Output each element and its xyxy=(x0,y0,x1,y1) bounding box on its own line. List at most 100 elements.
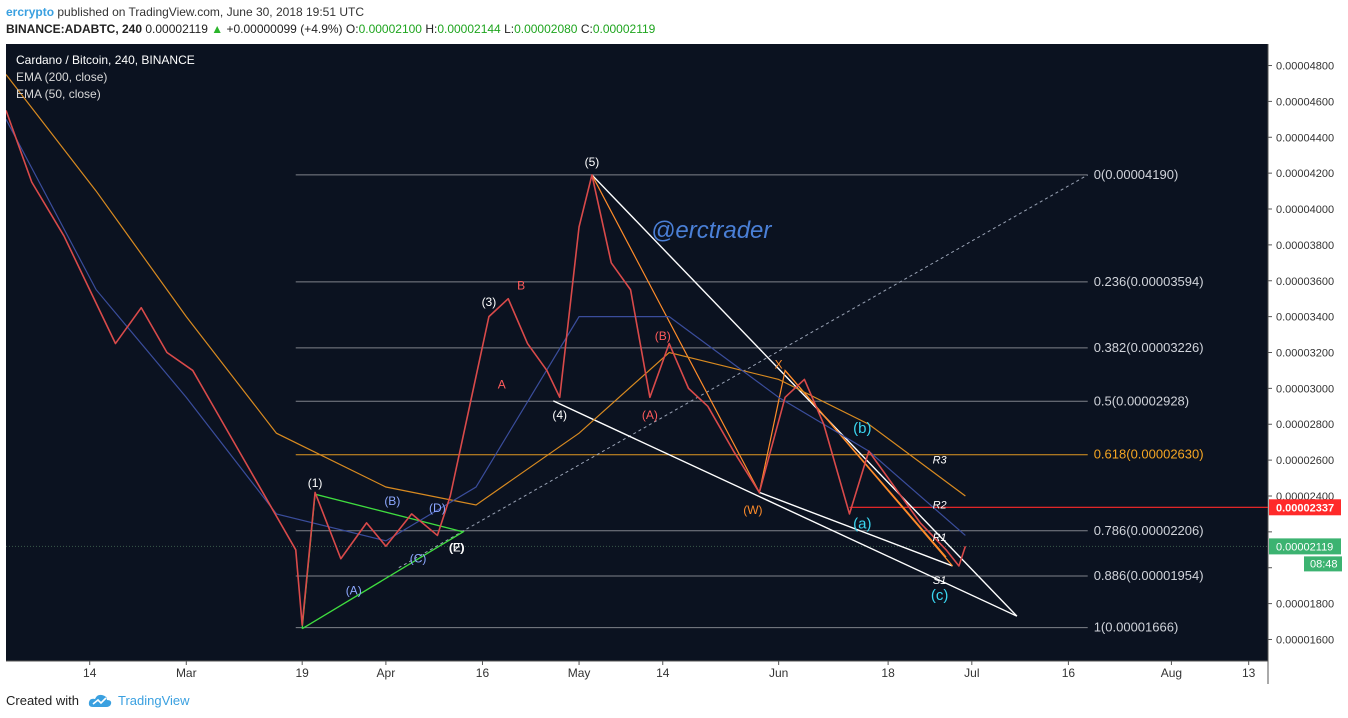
wave-label-7: (3) xyxy=(482,295,497,309)
legend-ema50[interactable]: EMA (50, close) xyxy=(16,87,101,101)
high-label: H: xyxy=(425,22,438,36)
symbol-line: BINANCE:ADABTC, 240 0.00002119 ▲ +0.0000… xyxy=(6,22,655,36)
x-tick-label-11: Aug xyxy=(1161,666,1182,680)
wave-label-12: (A) xyxy=(642,408,658,422)
fib-label-0.236: 0.236(0.00003594) xyxy=(1094,274,1204,289)
x-tick-label-0: 14 xyxy=(83,666,97,680)
wave-label-18: R3 xyxy=(933,455,948,467)
x-tick-label-8: 18 xyxy=(881,666,895,680)
low-label: L: xyxy=(504,22,515,36)
footer: Created with TradingView xyxy=(0,684,1348,718)
wave-label-1: (A) xyxy=(346,584,362,598)
price-axis-background xyxy=(1268,44,1342,684)
x-tick-label-12: 13 xyxy=(1242,666,1256,680)
up-arrow-icon: ▲ xyxy=(211,22,224,36)
y-tick-label-10: 0.00003600 xyxy=(1276,276,1334,288)
wave-label-15: X xyxy=(775,358,783,372)
wave-label-10: (4) xyxy=(552,408,567,422)
resistance-badge-label: 0.00002337 xyxy=(1276,502,1334,514)
y-tick-label-11: 0.00003800 xyxy=(1276,240,1334,252)
change-text: +0.00000099 (+4.9%) xyxy=(226,22,343,36)
wave-label-11: (5) xyxy=(585,155,600,169)
wave-label-9: B xyxy=(517,279,525,293)
y-tick-label-15: 0.00004600 xyxy=(1276,96,1334,108)
fib-label-1: 1(0.00001666) xyxy=(1094,620,1179,635)
legend-ema200[interactable]: EMA (200, close) xyxy=(16,70,107,84)
wave-label-6: (2) xyxy=(449,541,464,555)
y-tick-label-6: 0.00002800 xyxy=(1276,419,1334,431)
y-tick-label-0: 0.00001600 xyxy=(1276,634,1334,646)
y-tick-label-16: 0.00004800 xyxy=(1276,61,1334,73)
wedge-line-3 xyxy=(759,491,953,567)
wave-label-21: S1 xyxy=(933,575,946,587)
publish-line: ercrypto published on TradingView.com, J… xyxy=(6,5,364,19)
x-tick-label-4: 16 xyxy=(476,666,490,680)
wave-label-22: (c) xyxy=(931,587,949,604)
wave-label-16: (b) xyxy=(853,420,871,437)
y-tick-label-12: 0.00004000 xyxy=(1276,204,1334,216)
y-tick-label-14: 0.00004400 xyxy=(1276,132,1334,144)
author-link[interactable]: ercrypto xyxy=(6,5,55,19)
wave-label-17: (a) xyxy=(853,515,871,532)
y-tick-label-9: 0.00003400 xyxy=(1276,312,1334,324)
fib-label-0.886: 0.886(0.00001954) xyxy=(1094,568,1204,583)
wedge-line-1 xyxy=(591,174,1018,617)
wedge-line-2 xyxy=(553,400,1018,617)
fib-label-0.618: 0.618(0.00002630) xyxy=(1094,447,1204,462)
series-layer xyxy=(5,74,967,626)
price-badges: 0.00002337 0.00002119 08:48 xyxy=(1269,499,1342,572)
last-price-badge-label: 0.00002119 xyxy=(1276,541,1333,553)
x-tick-label-9: Jul xyxy=(964,666,979,680)
fib-label-0: 0(0.00004190) xyxy=(1094,167,1179,182)
fib-label-0.382: 0.382(0.00003226) xyxy=(1094,340,1204,355)
watermark: @erctrader xyxy=(651,217,772,244)
wave-label-5: (E) xyxy=(449,541,465,555)
wave-labels: (1) (A) (B) (C) (D) (E)(2) (3) A B (4) (5) (A) (B) (W… xyxy=(308,155,949,604)
wave-label-0: (1) xyxy=(308,476,323,490)
chart-area[interactable]: 0(0.00004190) 0.236(0.00003594) 0.382(0.00… xyxy=(5,44,1342,684)
time-axis-background xyxy=(6,661,1268,684)
y-tick-label-7: 0.00003000 xyxy=(1276,383,1334,395)
wave-label-8: A xyxy=(498,377,506,391)
last-price-badge xyxy=(1269,538,1341,555)
x-tick-label-5: May xyxy=(568,666,591,680)
x-tick-label-1: Mar xyxy=(176,666,197,680)
close-value: 0.00002119 xyxy=(592,22,656,36)
last-price-text: 0.00002119 xyxy=(145,22,208,36)
x-tick-label-3: Apr xyxy=(377,666,396,680)
tradingview-cloud-icon[interactable] xyxy=(88,693,112,709)
low-value: 0.00002080 xyxy=(514,22,578,36)
published-text: published on TradingView.com, June 30, 2… xyxy=(57,5,365,19)
price-chart[interactable]: 0(0.00004190) 0.236(0.00003594) 0.382(0.00… xyxy=(5,44,1342,684)
resistance-badge xyxy=(1269,499,1341,516)
ema200-line xyxy=(5,74,966,506)
wave-label-19: R2 xyxy=(933,500,947,512)
tradingview-link[interactable]: TradingView xyxy=(118,693,190,708)
close-label: C: xyxy=(580,22,593,36)
ema50-line xyxy=(5,119,966,542)
wave-label-3: (C) xyxy=(410,551,427,565)
wave-label-14: (W) xyxy=(743,503,762,517)
fib-label-0.786: 0.786(0.00002206) xyxy=(1094,523,1204,538)
legend-title: Cardano / Bitcoin, 240, BINANCE xyxy=(16,53,195,67)
x-tick-label-2: 19 xyxy=(296,666,310,680)
x-tick-label-6: 14 xyxy=(656,666,670,680)
open-value: 0.00002100 xyxy=(358,22,422,36)
y-tick-label-5: 0.00002600 xyxy=(1276,455,1334,467)
fib-retracement[interactable]: 0(0.00004190) 0.236(0.00003594) 0.382(0.00… xyxy=(295,167,1204,635)
created-with-text: Created with xyxy=(6,693,79,708)
time-axis[interactable]: 14 Mar 19 Apr 16 May 14 Jun 18 Jul 16 Aug 13 xyxy=(83,661,1256,680)
y-tick-label-8: 0.00003200 xyxy=(1276,348,1334,360)
wave-label-2: (B) xyxy=(384,494,400,508)
wave-label-20: R1 xyxy=(933,532,947,544)
wave-label-13: (B) xyxy=(655,329,671,343)
symbol-name: BINANCE:ADABTC, 240 xyxy=(6,22,143,36)
price-line xyxy=(5,110,967,626)
x-tick-label-10: 16 xyxy=(1062,666,1076,680)
y-tick-label-13: 0.00004200 xyxy=(1276,168,1334,180)
x-tick-label-7: Jun xyxy=(769,666,788,680)
plot-background xyxy=(6,44,1268,661)
fib-label-0.5: 0.5(0.00002928) xyxy=(1094,393,1189,408)
y-tick-label-1: 0.00001800 xyxy=(1276,599,1334,611)
countdown-label: 08:48 xyxy=(1310,558,1338,570)
